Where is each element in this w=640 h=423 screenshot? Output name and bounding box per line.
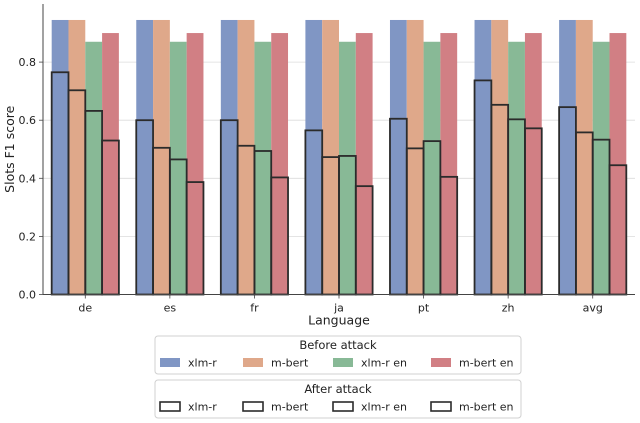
bar-before-es-1 [153, 19, 170, 295]
legend-entry-label: xlm-r en [361, 401, 407, 414]
bar-before-fr-2 [254, 41, 272, 295]
bar-before-de-0 [51, 19, 69, 295]
legend-entry-label: m-bert en [459, 357, 514, 370]
before-attack-bars [51, 19, 627, 295]
bar-before-de-2 [85, 41, 103, 295]
bar-before-pt-1 [406, 19, 424, 295]
x-tick-label: fr [250, 302, 259, 315]
bar-before-pt-0 [389, 19, 407, 295]
bar-before-pt-2 [423, 41, 441, 295]
legend-entry-label: m-bert en [459, 401, 514, 414]
legend-box-1 [154, 379, 522, 419]
bar-before-zh-3 [524, 33, 542, 295]
y-tick-label: 0.2 [19, 230, 37, 243]
x-tick-labels: de es fr ja pt zh avg [78, 302, 602, 315]
y-tick-labels: 0.0 0.2 0.4 0.6 0.8 [19, 56, 37, 301]
bar-before-zh-1 [491, 19, 509, 295]
bar-before-es-0 [136, 19, 154, 295]
legend-swatch [430, 401, 452, 412]
y-tick-label: 0.8 [19, 56, 37, 69]
x-tick-label: de [78, 302, 92, 315]
legend-entry-label: xlm-r [188, 401, 217, 414]
x-tick-label: avg [583, 302, 603, 315]
y-axis-label: Slots F1 score [2, 105, 17, 192]
legend-title: After attack [304, 382, 372, 396]
legend-swatch [159, 401, 181, 412]
bar-before-ja-2 [339, 41, 356, 295]
bar-before-avg-1 [575, 19, 593, 295]
bar-before-avg-0 [559, 19, 576, 295]
bar-before-de-1 [68, 19, 86, 295]
bar-before-ja-0 [305, 19, 323, 295]
legend-swatch [431, 358, 451, 367]
x-tick-label: es [164, 302, 177, 315]
bar-before-avg-3 [609, 33, 627, 295]
legend-swatch [332, 401, 354, 412]
bar-before-ja-3 [355, 33, 373, 295]
legend-swatch [160, 358, 180, 367]
bar-before-de-3 [102, 33, 119, 295]
x-tick-label: zh [502, 302, 515, 315]
bar-before-pt-3 [440, 33, 458, 295]
bar-before-zh-0 [474, 19, 492, 295]
x-tick-label: ja [333, 302, 344, 315]
legend-swatch [242, 401, 264, 412]
axes [39, 4, 635, 299]
legend-swatch [243, 358, 263, 367]
legend-swatch [333, 358, 353, 367]
legend-title: Before attack [299, 338, 377, 352]
y-tick-label: 0.4 [19, 172, 37, 185]
bar-before-fr-1 [237, 19, 255, 295]
legend-entry-label: xlm-r [188, 357, 217, 370]
legends: Before attack xlm-r m-bert xlm-r en m-bert e… [154, 335, 522, 419]
legend-entry-label: xlm-r en [361, 357, 407, 370]
bar-before-zh-2 [508, 41, 525, 295]
bar-before-fr-3 [271, 33, 289, 295]
x-axis-label: Language [308, 313, 370, 328]
bar-before-es-2 [169, 41, 187, 295]
legend-entry-label: m-bert [271, 401, 309, 414]
y-tick-label: 0.6 [19, 114, 37, 127]
legend-entry-label: m-bert [271, 357, 309, 370]
bar-before-es-3 [186, 33, 204, 295]
x-tick-label: pt [418, 302, 430, 315]
y-tick-label: 0.0 [19, 289, 37, 302]
bar-before-avg-2 [592, 41, 610, 295]
bar-before-fr-0 [220, 19, 238, 295]
